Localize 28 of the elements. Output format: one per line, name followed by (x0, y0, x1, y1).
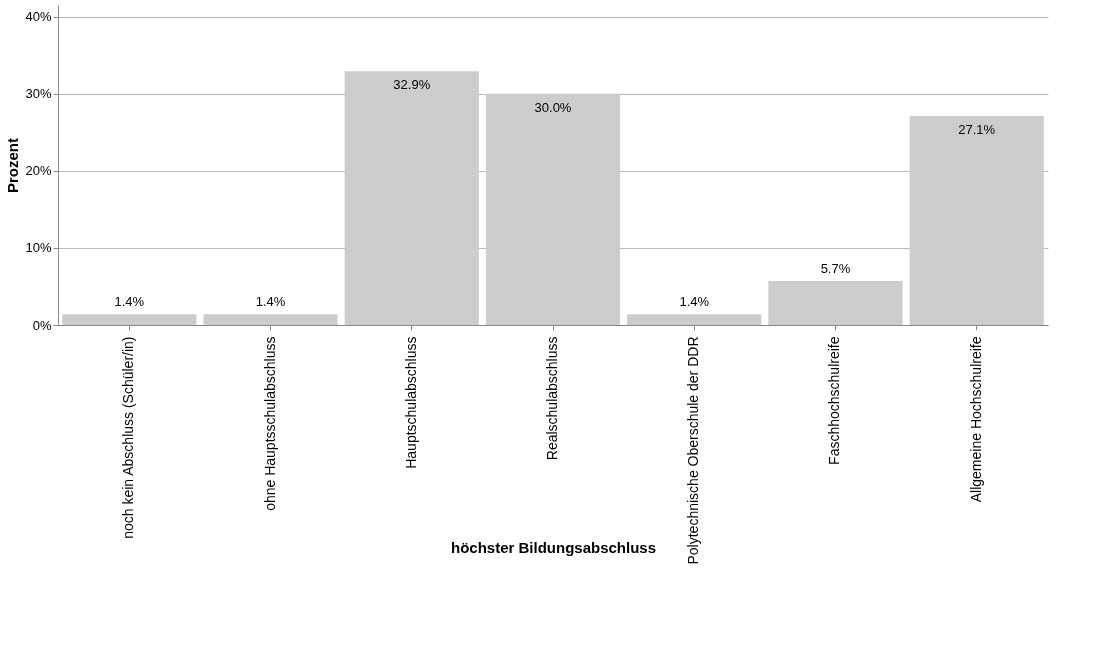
data-label: 1.4% (679, 294, 710, 310)
bar (627, 314, 762, 325)
x-tick-label: Allgemeine Hochschulreife (967, 336, 984, 503)
x-axis-title: höchster Bildungsabschluss (450, 538, 657, 556)
x-tick-label: Polytechnische Oberschule der DDR (685, 336, 702, 565)
bar (344, 71, 479, 325)
bar (62, 314, 197, 325)
data-label: 5.7% (820, 261, 851, 277)
x-tick-label: Realschulabschluss (544, 336, 560, 461)
x-tick-label: Faschhochschulreife (826, 336, 843, 465)
bar (203, 314, 338, 325)
bar (768, 281, 903, 325)
data-label: 1.4% (114, 294, 145, 310)
y-tick-label: 0% (32, 317, 52, 333)
y-tick-label: 20% (25, 163, 52, 179)
bar (485, 93, 621, 325)
x-tick-label: noch kein Abschluss (Schüler/in) (120, 336, 137, 539)
y-tick-label: 40% (25, 9, 52, 25)
data-label: 1.4% (255, 294, 286, 310)
bar (909, 116, 1044, 325)
y-tick-label: 30% (25, 86, 52, 102)
data-label: 30.0% (534, 99, 572, 115)
y-tick-label: 10% (25, 240, 52, 256)
y-axis-title: Prozent (4, 137, 22, 194)
data-label: 27.1% (958, 122, 996, 138)
x-tick-label: ohne Hauptsschulabschluss (261, 336, 278, 511)
data-label: 32.9% (393, 77, 431, 93)
x-tick-label: Hauptschulabschluss (402, 336, 419, 469)
